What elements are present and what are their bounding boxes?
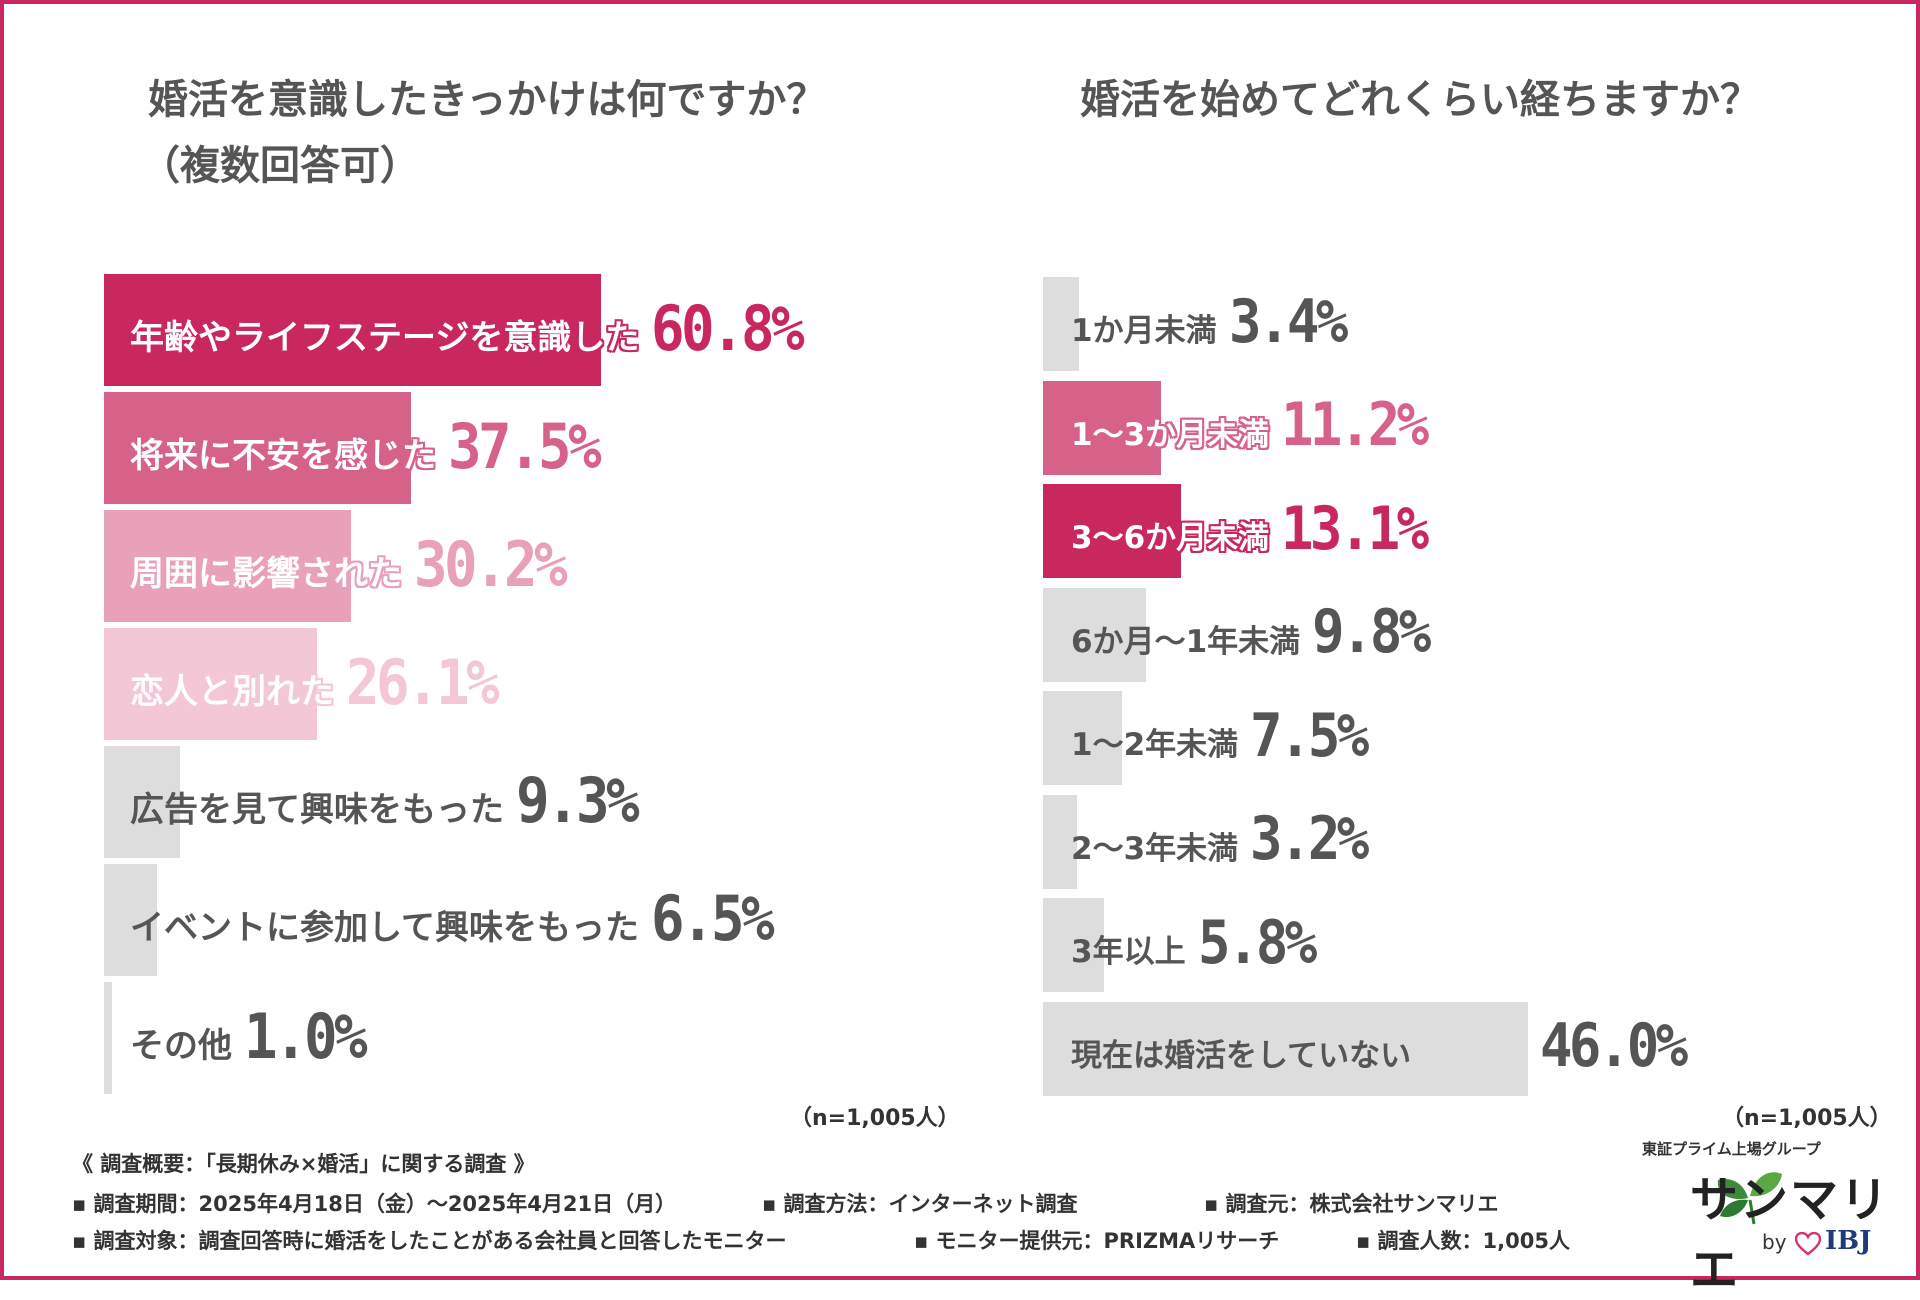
bar-left-4 [104,746,181,858]
bar-label-left-2: 周囲に影響された [130,553,402,594]
heart-icon [1795,1232,1821,1256]
right-bar-chart: 1か月未満 3.4% 1〜3か月未満 11.2% 3〜6か月未満 13.1% 6か月〜1年未… [1043,277,1688,1096]
left-bar-chart: 年齢やライフステージを意識した 60.8% 将来に不安を感じた 37.5% 周囲に影響さ… [104,274,805,1094]
bar-left-1 [104,392,411,504]
survey-target: ▪ 調査対象：調査回答時に婚活をしたことがある会社員と回答したモニター [72,1229,787,1253]
bar-right-0 [1043,277,1079,371]
bar-value-right-5: 3.2% [1250,804,1369,875]
survey-heading: 《 調査概要：「長期休み×婚活」に関する調査 》 [72,1152,535,1176]
bar-label-left-1: 将来に不安を感じた [130,435,436,476]
bar-value-left-2: 30.2% [414,527,568,601]
bar-value-left-6: 1.0% [244,999,368,1073]
bar-right-1 [1043,380,1162,475]
bar-value-left-4: 9.3% [516,763,640,837]
bar-left-0 [104,274,602,386]
monitor-provider: ▪ モニター提供元：PRIZMAリサーチ [914,1229,1280,1253]
bar-label-right-2: 3〜6か月未満 [1071,520,1270,557]
bar-right-3 [1043,587,1147,682]
bar-label-left-3: 恋人と別れた [130,671,334,712]
bar-right-6 [1043,898,1105,992]
survey-method: ▪ 調査方法：インターネット調査 [762,1192,1078,1216]
bar-left-2 [104,510,352,622]
brand-name: サンマリエ [1690,1172,1891,1298]
bar-label-right-7: 現在は婚活をしていない [1071,1037,1412,1074]
bar-left-5 [104,864,158,976]
bar-value-left-0: 60.8% [651,291,805,365]
bar-label-left-4: 広告を見て興味をもった [130,789,504,830]
left-sample-note: （n=1,005人） [790,1106,960,1131]
left-chart-subtitle: （複数回答可） [140,143,420,189]
survey-period: ▪ 調査期間：2025年4月18日（金）〜2025年4月21日（月） [72,1192,677,1216]
bar-label-right-5: 2〜3年未満 [1071,830,1239,867]
bar-label-left-6: その他 [130,1025,232,1066]
survey-count: ▪ 調査人数：1,005人 [1356,1229,1570,1253]
bar-left-6 [104,982,113,1094]
bar-label-right-4: 1〜2年未満 [1071,727,1239,764]
bar-value-right-2: 13.1% [1281,493,1429,564]
bar-right-4 [1043,691,1123,785]
bar-label-left-5: イベントに参加して興味をもった [130,907,639,948]
bar-value-right-7: 46.0% [1540,1011,1688,1082]
bar-label-left-0: 年齢やライフステージを意識した [130,317,640,358]
logo-subtitle: 東証プライム上場グループ [1642,1140,1821,1158]
bar-value-right-0: 3.4% [1228,286,1348,357]
bar-value-left-5: 6.5% [650,881,775,955]
bar-right-5 [1043,794,1077,889]
bar-value-left-1: 37.5% [448,409,602,483]
bar-value-right-4: 7.5% [1250,700,1369,771]
bar-left-3 [104,628,318,740]
bar-label-right-0: 1か月未満 [1071,313,1217,350]
bar-value-left-3: 26.1% [346,645,500,719]
bar-label-right-1: 1〜3か月未満 [1071,416,1270,453]
bar-value-right-1: 11.2% [1281,390,1429,461]
bar-value-right-6: 5.8% [1197,907,1317,978]
bar-right-2 [1043,484,1182,578]
logo-by-text: by [1762,1230,1787,1254]
survey-source: ▪ 調査元：株式会社サンマリエ [1204,1192,1499,1216]
bar-label-right-3: 6か月〜1年未満 [1071,623,1301,660]
right-sample-note: （n=1,005人） [1722,1106,1892,1131]
left-chart-title: 婚活を意識したきっかけは何ですか？ [148,77,827,123]
bar-label-right-6: 3年以上 [1071,934,1186,971]
clover-logo-icon [1717,1172,1782,1225]
bar-value-right-3: 9.8% [1312,597,1431,668]
bar-right-7 [1043,1001,1529,1096]
right-chart-title: 婚活を始めてどれくらい経ちますか？ [1080,77,1760,123]
ibj-logo-text: IBJ [1825,1226,1872,1256]
